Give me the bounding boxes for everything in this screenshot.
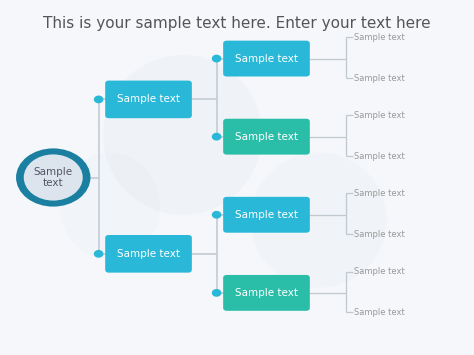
Text: Sample text: Sample text (354, 152, 405, 161)
Circle shape (212, 212, 221, 218)
Ellipse shape (251, 153, 387, 288)
Text: Sample text: Sample text (354, 308, 405, 317)
Text: Sample text: Sample text (235, 210, 298, 220)
Text: Sample text: Sample text (354, 33, 405, 42)
Circle shape (212, 55, 221, 62)
FancyBboxPatch shape (223, 275, 310, 311)
Circle shape (16, 148, 91, 207)
Circle shape (212, 290, 221, 296)
Text: Sample text: Sample text (354, 230, 405, 239)
Circle shape (94, 251, 103, 257)
Text: Sample text: Sample text (354, 189, 405, 198)
Text: Sample text: Sample text (354, 267, 405, 276)
Text: Sample text: Sample text (235, 132, 298, 142)
Text: Sample
text: Sample text (34, 167, 73, 188)
Circle shape (94, 96, 103, 103)
Text: Sample text: Sample text (117, 94, 180, 104)
Circle shape (24, 154, 83, 201)
FancyBboxPatch shape (223, 197, 310, 233)
Text: Sample text: Sample text (354, 73, 405, 83)
FancyBboxPatch shape (105, 81, 192, 118)
Ellipse shape (103, 55, 262, 215)
Ellipse shape (60, 153, 160, 259)
Text: This is your sample text here. Enter your text here: This is your sample text here. Enter you… (43, 16, 431, 31)
FancyBboxPatch shape (223, 41, 310, 76)
Text: Sample text: Sample text (117, 249, 180, 259)
Text: Sample text: Sample text (235, 54, 298, 64)
Text: Sample text: Sample text (235, 288, 298, 298)
FancyBboxPatch shape (105, 235, 192, 273)
Circle shape (212, 133, 221, 140)
Text: Sample text: Sample text (354, 111, 405, 120)
FancyBboxPatch shape (223, 119, 310, 155)
